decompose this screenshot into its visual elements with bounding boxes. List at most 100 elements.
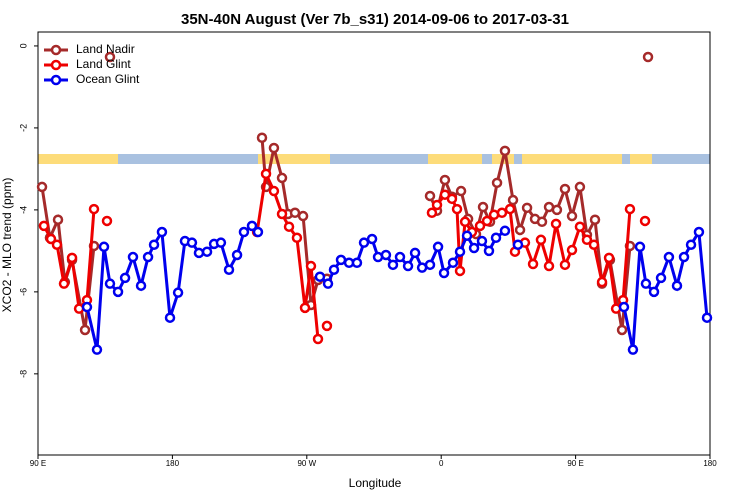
- data-point: [164, 312, 176, 323]
- data-point: [663, 251, 675, 263]
- data-point: [312, 333, 324, 345]
- data-point: [246, 220, 258, 232]
- data-point: [618, 301, 630, 313]
- x-tick-label: 0: [439, 459, 444, 468]
- y-tick-label: -8: [18, 370, 28, 378]
- data-point: [627, 344, 639, 355]
- data-point: [581, 234, 593, 246]
- legend-marker: [50, 59, 62, 71]
- data-point: [172, 287, 184, 298]
- data-point: [483, 245, 495, 257]
- data-point: [268, 142, 280, 154]
- chart-title: 35N-40N August (Ver 7b_s31) 2014-09-06 t…: [181, 11, 569, 28]
- data-point: [648, 286, 660, 298]
- data-point: [438, 267, 450, 279]
- surface-band: [38, 154, 710, 164]
- data-point: [476, 235, 488, 247]
- data-point: [335, 254, 347, 266]
- data-point: [268, 185, 280, 197]
- data-point: [685, 239, 697, 250]
- data-point: [402, 260, 414, 272]
- data-point: [439, 174, 451, 186]
- data-point: [380, 249, 392, 261]
- data-point: [186, 237, 198, 248]
- y-tick-label: 0: [18, 43, 28, 48]
- data-point: [588, 239, 600, 250]
- y-tick-label: -6: [18, 288, 28, 296]
- data-point: [424, 259, 436, 271]
- x-axis-label: Longitude: [349, 476, 402, 490]
- data-point: [297, 210, 309, 222]
- data-point: [387, 259, 399, 271]
- data-point: [634, 241, 646, 253]
- data-point: [491, 177, 503, 189]
- data-point: [499, 145, 511, 157]
- data-point: [101, 215, 113, 227]
- data-point: [88, 203, 100, 215]
- data-point: [66, 252, 78, 264]
- legend-marker: [50, 44, 62, 56]
- data-point: [589, 214, 601, 225]
- data-point: [459, 216, 471, 228]
- data-point: [454, 246, 466, 257]
- data-point: [521, 202, 533, 214]
- data-point: [215, 237, 227, 248]
- data-point: [156, 226, 168, 238]
- y-tick-label: -2: [18, 124, 28, 132]
- data-point: [91, 344, 103, 355]
- data-point: [314, 271, 326, 282]
- data-point: [223, 264, 235, 275]
- data-point: [496, 207, 508, 219]
- data-point: [104, 278, 116, 289]
- data-point: [79, 324, 91, 336]
- data-point: [514, 224, 526, 236]
- plot-frame: [37, 31, 711, 456]
- data-point: [454, 265, 466, 277]
- data-point: [289, 207, 301, 219]
- data-point: [499, 225, 511, 237]
- data-point: [671, 280, 683, 291]
- data-point: [642, 51, 654, 63]
- data-point: [305, 260, 317, 272]
- data-point: [468, 242, 480, 254]
- y-tick-label: -4: [18, 206, 28, 214]
- data-point: [81, 301, 93, 313]
- data-point: [58, 278, 70, 289]
- data-point: [231, 249, 243, 261]
- data-point: [148, 239, 160, 250]
- data-point: [119, 272, 131, 284]
- data-point: [142, 251, 154, 263]
- data-point: [366, 233, 378, 245]
- data-point: [535, 234, 547, 246]
- data-point: [45, 233, 57, 245]
- legend-label: Land Glint: [76, 57, 131, 71]
- data-point: [559, 259, 571, 271]
- data-point: [512, 239, 524, 250]
- data-point: [432, 241, 444, 253]
- data-point: [38, 220, 50, 232]
- data-point: [135, 280, 147, 291]
- data-point: [358, 237, 370, 248]
- data-point: [451, 203, 463, 215]
- data-point: [104, 51, 116, 63]
- data-point: [678, 251, 690, 263]
- data-point: [431, 199, 443, 211]
- data-point: [559, 183, 571, 195]
- data-point: [655, 272, 667, 284]
- data-point: [252, 226, 264, 238]
- data-point: [426, 207, 438, 219]
- data-point: [701, 312, 713, 323]
- x-tick-label: 90 E: [567, 459, 583, 468]
- data-point: [481, 215, 493, 227]
- data-point: [477, 201, 489, 213]
- legend-label: Land Nadir: [76, 42, 135, 56]
- data-point: [351, 257, 363, 269]
- data-point: [112, 286, 124, 298]
- data-point: [550, 218, 562, 230]
- data-point: [504, 203, 516, 215]
- data-point: [566, 244, 578, 256]
- data-point: [256, 132, 268, 143]
- data-point: [490, 232, 502, 244]
- data-point: [127, 251, 139, 263]
